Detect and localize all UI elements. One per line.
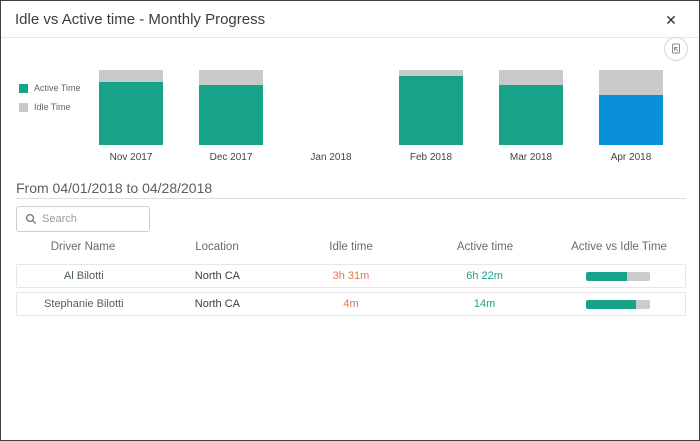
stacked-bar bbox=[399, 70, 463, 145]
idle-segment bbox=[599, 70, 663, 95]
close-icon[interactable]: ✕ bbox=[661, 10, 681, 30]
active-segment bbox=[199, 85, 263, 145]
active-segment bbox=[399, 76, 463, 145]
driver-name-cell: Al Bilotti bbox=[63, 270, 104, 282]
search-icon bbox=[25, 213, 37, 225]
month-label: Dec 2017 bbox=[209, 152, 253, 163]
idle-segment bbox=[399, 70, 463, 76]
month-label: Mar 2018 bbox=[509, 152, 553, 163]
date-range-label: From 04/01/2018 to 04/28/2018 bbox=[16, 180, 213, 196]
month-label: Nov 2017 bbox=[109, 152, 153, 163]
idle-segment bbox=[499, 70, 563, 85]
dialog-title: Idle vs Active time - Monthly Progress bbox=[15, 11, 266, 28]
dialog-header: Idle vs Active time - Monthly Progress ✕ bbox=[1, 1, 699, 38]
legend-swatch-icon bbox=[19, 102, 28, 112]
month-label: Apr 2018 bbox=[610, 152, 652, 163]
active-time-cell: 14m bbox=[473, 298, 496, 310]
table-body: Al Bilotti North CA 3h 31m 6h 22m Stephanie … bbox=[16, 264, 686, 316]
search-box[interactable] bbox=[16, 206, 150, 232]
idle-time-cell: 3h 31m bbox=[332, 270, 370, 282]
active-vs-idle-progressbar bbox=[586, 271, 651, 281]
month-label: Feb 2018 bbox=[409, 152, 453, 163]
legend-label: Idle Time bbox=[34, 102, 71, 112]
chart-month-feb-2018[interactable] bbox=[381, 70, 481, 145]
active-time-cell: 6h 22m bbox=[466, 270, 503, 282]
location-cell: North CA bbox=[194, 270, 241, 282]
chart-legend: Active Time Idle Time bbox=[19, 83, 81, 121]
location-cell: North CA bbox=[194, 298, 241, 310]
progress-fill bbox=[586, 271, 628, 281]
stacked-bar bbox=[499, 70, 563, 145]
table-row[interactable]: Al Bilotti North CA 3h 31m 6h 22m bbox=[16, 264, 686, 288]
active-vs-idle-cell bbox=[551, 270, 685, 282]
search-input[interactable] bbox=[42, 213, 132, 225]
idle-active-chart: Nov 2017 Dec 2017 Jan 2018 Feb 2018 Mar 2018… bbox=[81, 70, 681, 163]
chart-month-dec-2017[interactable] bbox=[181, 70, 281, 145]
active-vs-idle-cell bbox=[551, 298, 685, 310]
idle-time-cell: 4m bbox=[343, 298, 359, 310]
idle-segment bbox=[199, 70, 263, 85]
chart-bars bbox=[81, 70, 681, 145]
chart-month-nov-2017[interactable] bbox=[81, 70, 181, 145]
column-header-idle-time: Idle time bbox=[329, 241, 373, 253]
export-report-icon bbox=[672, 43, 680, 54]
stacked-bar bbox=[599, 70, 663, 145]
legend-item-active-time: Active Time bbox=[19, 83, 81, 93]
legend-swatch-icon bbox=[19, 83, 28, 93]
table-header-row: Driver Name Location Idle time Active time A… bbox=[16, 241, 686, 261]
column-header-location: Location bbox=[195, 241, 239, 253]
column-header-active-vs-idle-time: Active vs Idle Time bbox=[571, 241, 667, 253]
column-header-driver-name: Driver Name bbox=[50, 241, 116, 253]
column-header-active-time: Active time bbox=[456, 241, 514, 253]
active-segment bbox=[599, 94, 663, 145]
active-segment bbox=[499, 85, 563, 145]
driver-name-cell: Stephanie Bilotti bbox=[44, 298, 124, 310]
active-segment bbox=[99, 82, 163, 145]
month-label: Jan 2018 bbox=[310, 152, 352, 163]
table-row[interactable]: Stephanie Bilotti North CA 4m 14m bbox=[16, 292, 686, 316]
chart-month-labels: Nov 2017 Dec 2017 Jan 2018 Feb 2018 Mar 2018… bbox=[81, 152, 681, 163]
drivers-table: Driver Name Location Idle time Active time A… bbox=[16, 241, 686, 320]
chart-month-jan-2018[interactable] bbox=[281, 70, 381, 145]
stacked-bar bbox=[199, 70, 263, 145]
chart-month-mar-2018[interactable] bbox=[481, 70, 581, 145]
legend-label: Active Time bbox=[34, 83, 81, 93]
idle-segment bbox=[99, 70, 163, 82]
legend-item-idle-time: Idle Time bbox=[19, 102, 81, 112]
export-report-button[interactable] bbox=[664, 37, 688, 61]
section-divider bbox=[16, 198, 686, 199]
progress-fill bbox=[586, 299, 637, 309]
chart-month-apr-2018[interactable] bbox=[581, 70, 681, 145]
stacked-bar bbox=[99, 70, 163, 145]
active-vs-idle-progressbar bbox=[586, 299, 651, 309]
